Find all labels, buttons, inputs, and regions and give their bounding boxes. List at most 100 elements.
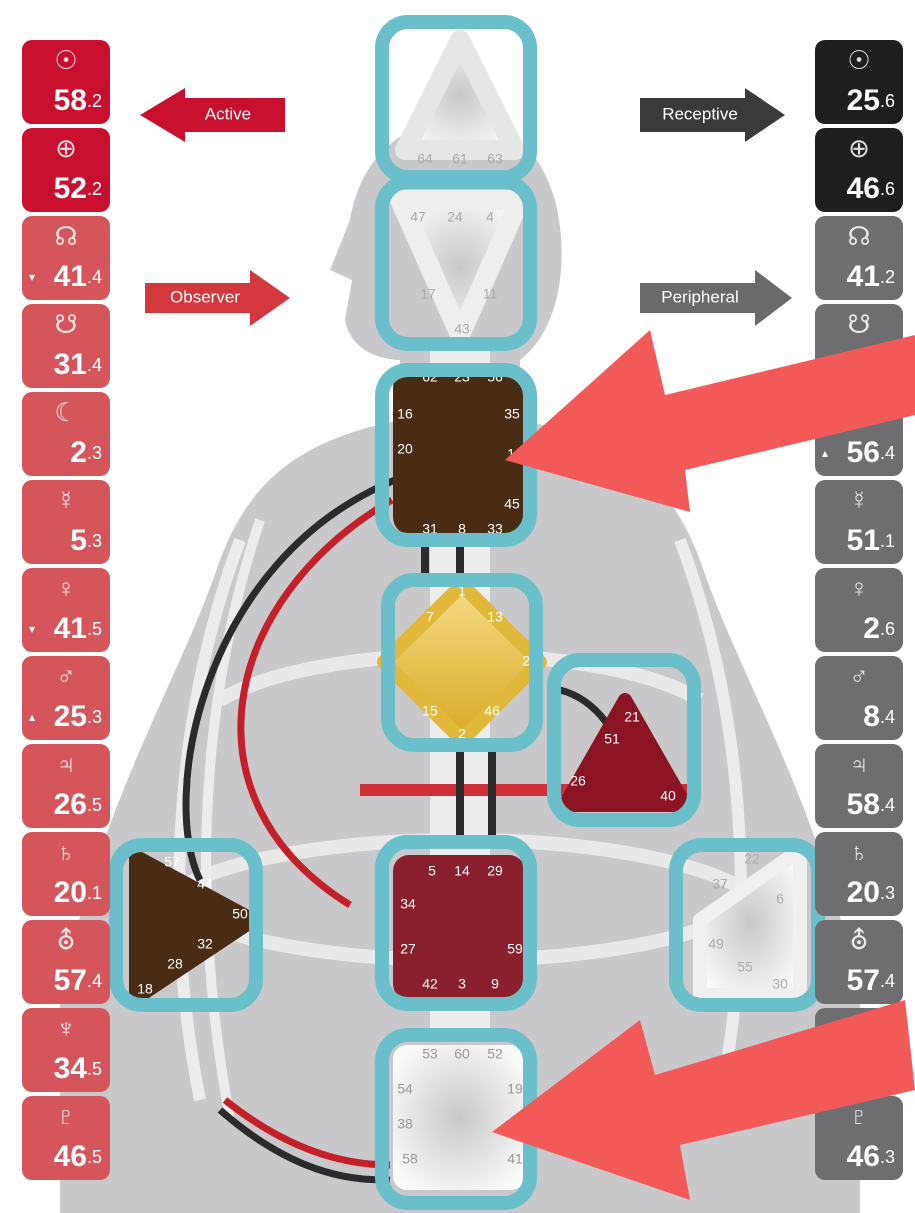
retro-marker: ▾ [29,270,35,284]
pointer-arrow [505,330,915,512]
planet-symbol: ♆ [56,1013,76,1043]
planet-symbol: ☿ [849,485,869,515]
observer-arrow [145,270,290,326]
gate-number: 50 [232,906,248,922]
gate-number: 47 [410,209,426,225]
gate-number: 2 [458,726,466,742]
planet-value: 25.3 [54,700,102,733]
retro-marker: ▴ [29,710,35,724]
planet-symbol: ♂ [849,661,869,691]
planet-value: 46.6 [847,172,895,205]
planet-value: 58.2 [54,84,102,117]
planet-symbol: ☉ [54,45,77,75]
planet-badge [815,128,903,212]
planet-value: 2.6 [863,612,895,645]
gate-number: 26 [570,773,586,789]
planet-badge [815,40,903,124]
planet-symbol: ♄ [849,837,869,867]
gate-number: 31 [422,521,438,537]
planet-symbol: ☾ [54,397,77,427]
gate-number: 44 [197,876,213,892]
gate-number: 41 [507,1151,523,1167]
planet-badge [815,656,903,740]
gate-number: 29 [487,863,503,879]
labels: Active Receptive Observer Peripheral [140,88,792,326]
gate-number: 35 [504,406,520,422]
receptive-label: Receptive [662,104,738,123]
gate-number: 1 [458,583,466,599]
peripheral-label: Peripheral [661,287,739,306]
planet-symbol: ♀ [56,573,76,603]
centers: 6461634724417114362235616352012453183317… [129,30,807,1190]
planet-value: 57.4 [54,964,102,997]
gate-number: 32 [197,936,213,952]
planet-badge [22,128,110,212]
gate-number: 60 [454,1046,470,1062]
gate-number: 37 [712,876,728,892]
planet-symbol: ♇ [56,1101,76,1131]
planet-symbol: ♇ [849,1101,869,1131]
gate-number: 34 [400,896,416,912]
gate-number: 9 [491,976,499,992]
pointer-arrow [492,1000,915,1200]
head-center [395,30,525,160]
planet-badge [815,480,903,564]
gate-number: 54 [397,1081,413,1097]
planet-badge [22,392,110,476]
planet-symbol: ♃ [849,749,869,779]
planet-symbol: ☉ [847,45,870,75]
root-center [393,1045,525,1190]
retro-marker: ▾ [29,622,35,636]
gate-number: 55 [737,959,753,975]
active-arrow [140,88,285,142]
gate-number: 51 [604,731,620,747]
peripheral-arrow [640,270,792,326]
planet-symbol: ☊ [54,221,77,251]
gate-number: 16 [397,406,413,422]
gate-number: 18 [137,981,153,997]
gate-number: 8 [458,521,466,537]
gate-number: 33 [487,521,503,537]
gate-number: 21 [624,709,640,725]
gate-number: 4 [486,209,494,225]
gate-number: 40 [660,788,676,804]
planet-badge [22,1008,110,1092]
gate-number: 20 [397,441,413,457]
gate-number: 57 [164,854,180,870]
gate-number: 15 [422,703,438,719]
solar-plexus-center [693,843,807,1002]
planet-value: 20.1 [54,876,102,909]
gate-number: 49 [708,936,724,952]
gate-number: 61 [452,151,468,167]
gate-number: 11 [483,286,498,302]
gate-number: 30 [772,976,788,992]
planet-badge [22,216,110,300]
gate-number: 53 [422,1046,438,1062]
spleen-center [129,849,261,1006]
planet-badge [22,480,110,564]
planet-symbol: ♀ [849,573,869,603]
gate-number: 63 [487,151,503,167]
planet-badge [22,568,110,652]
planet-badge [815,744,903,828]
planet-value: 51.1 [847,524,895,557]
planet-badge [22,1096,110,1180]
gate-number: 38 [397,1116,413,1132]
gate-number: 14 [454,863,470,879]
planet-symbol: ⛢ [849,925,868,955]
planet-value: 56.4 [847,436,895,469]
gate-number: 64 [417,151,433,167]
planet-badge [815,568,903,652]
planet-symbol: ⊕ [848,133,870,163]
gate-number: 3 [458,976,466,992]
planet-value: 31.4 [54,348,102,381]
planet-symbol: ⛢ [56,925,75,955]
planet-value: 57.4 [847,964,895,997]
gate-number: 46 [484,703,500,719]
planet-value: 41.5 [54,612,102,645]
gate-number: 43 [454,321,470,337]
planet-value: 52.2 [54,172,102,205]
planet-symbol: ♄ [56,837,76,867]
planet-symbol: ☿ [56,485,76,515]
